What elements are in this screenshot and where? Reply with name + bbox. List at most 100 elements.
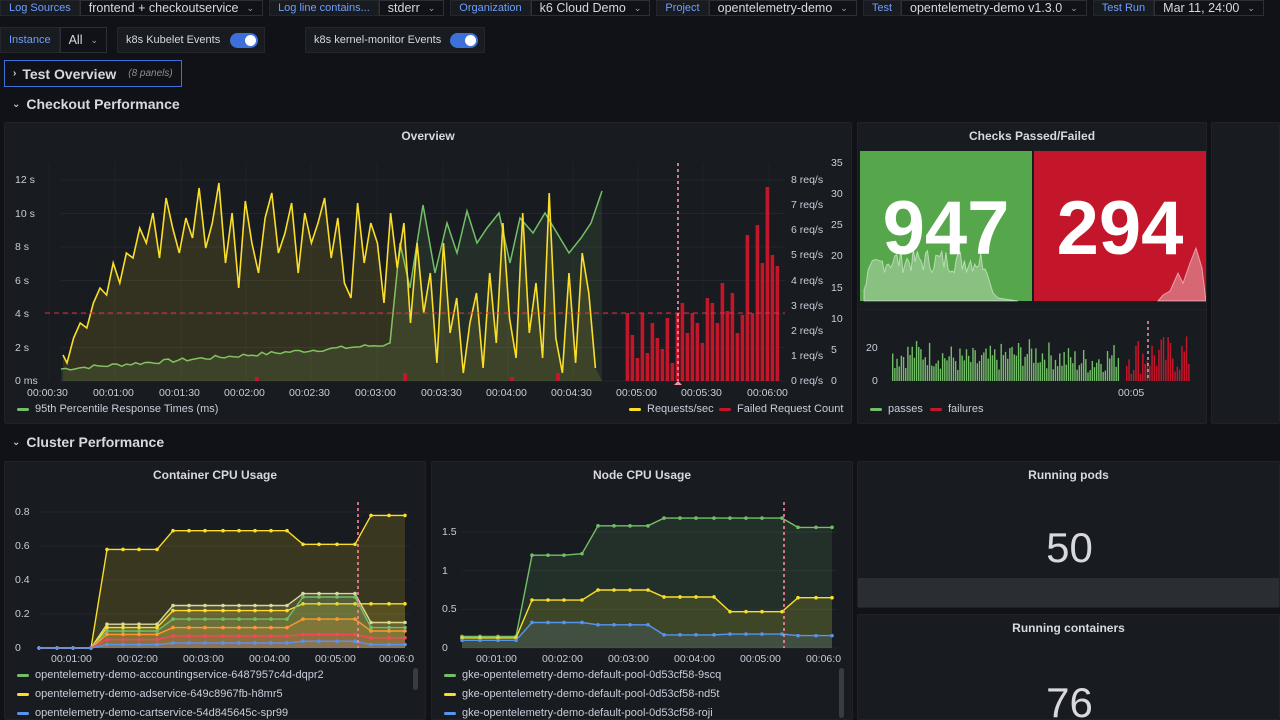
passes-bar: [967, 355, 970, 381]
series-area: [39, 597, 405, 648]
passes-bar: [985, 348, 987, 381]
overview-legend-response[interactable]: 95th Percentile Response Times (ms): [17, 403, 218, 415]
passes-bar: [1087, 372, 1089, 381]
failed-bar: [760, 263, 765, 381]
legend-item[interactable]: opentelemetry-demo-adservice-649c8967fb-…: [17, 688, 283, 700]
y-tick: 0.4: [15, 574, 30, 586]
row-checkout-performance[interactable]: ⌄ Checkout Performance: [12, 96, 180, 112]
passes-bar: [928, 342, 931, 381]
series-point: [335, 602, 339, 606]
series-point: [105, 632, 109, 637]
passes-bar: [1030, 348, 1033, 381]
x-tick: 00:03:00: [608, 653, 649, 665]
passes-bar: [1000, 343, 1002, 381]
y-tick-mid: 4 req/s: [791, 274, 824, 287]
passes-bar: [920, 349, 922, 381]
legend-swatch: [444, 711, 456, 715]
series-point: [353, 617, 357, 621]
legend-item[interactable]: gke-opentelemetry-demo-default-pool-0d53…: [444, 669, 721, 681]
passes-bar: [922, 359, 924, 381]
project-select[interactable]: opentelemetry-demo ⌄: [708, 0, 857, 16]
legend-item[interactable]: gke-opentelemetry-demo-default-pool-0d53…: [444, 688, 719, 700]
series-point: [387, 625, 391, 630]
series-point: [171, 641, 175, 645]
legend-item[interactable]: opentelemetry-demo-accountingservice-648…: [17, 669, 324, 681]
node-cpu-panel[interactable]: Node CPU Usage 1.5 1 0.5 0 00:01:00 00:02:00…: [431, 461, 853, 720]
series-point: [403, 602, 407, 606]
series-point: [221, 528, 225, 533]
passes-bar: [1078, 365, 1081, 381]
checks-legend-failures[interactable]: failures: [930, 403, 983, 415]
running-containers-panel[interactable]: Running containers 76: [857, 614, 1280, 720]
failed-bar: [510, 377, 514, 381]
passes-bar: [1046, 368, 1048, 381]
y-tick: 1: [442, 564, 448, 577]
series-point: [285, 603, 289, 608]
overview-legend-failed[interactable]: Failed Request Count: [719, 403, 843, 415]
series-point: [562, 553, 566, 557]
passes-bar: [937, 360, 939, 381]
passes-bar: [1106, 350, 1109, 381]
series-point: [301, 542, 305, 547]
series-point: [780, 609, 784, 614]
test-run-select[interactable]: Mar 11, 24:00 ⌄: [1154, 0, 1264, 16]
series-point: [760, 609, 764, 614]
passes-bar: [1076, 369, 1078, 381]
container-cpu-panel[interactable]: Container CPU Usage 0.8 0.6 0.4 0.2 0 00:01:…: [4, 461, 426, 720]
failed-bar: [730, 293, 735, 381]
legend-item[interactable]: gke-opentelemetry-demo-default-pool-0d53…: [444, 707, 713, 719]
failures-bar: [1137, 340, 1139, 381]
series-point: [662, 633, 666, 637]
overview-legend-requests[interactable]: Requests/sec: [629, 403, 714, 415]
row-cluster-performance[interactable]: ⌄ Cluster Performance: [12, 434, 164, 450]
legend-item[interactable]: opentelemetry-demo-cartservice-54d845645…: [17, 707, 288, 719]
log-sources-select[interactable]: frontend + checkoutservice ⌄: [79, 0, 264, 16]
overview-panel[interactable]: Overview 12 s 10 s 8 s 6 s 4 s 2 s 0 ms 8 req/…: [4, 122, 852, 424]
series-point: [387, 629, 391, 633]
series-point: [369, 625, 373, 630]
legend-scrollbar[interactable]: [413, 668, 418, 690]
x-tick: 00:01:00: [476, 653, 517, 665]
series-point: [285, 625, 289, 630]
series-point: [814, 525, 818, 530]
checks-legend-passes[interactable]: passes: [870, 403, 923, 415]
series-point: [694, 516, 698, 520]
kubelet-events-toggle[interactable]: [230, 32, 259, 48]
series-point: [237, 641, 241, 645]
passes-bar: [902, 357, 905, 381]
failures-bar: [1169, 342, 1172, 381]
series-point: [253, 617, 257, 621]
legend-failures-label: failures: [948, 403, 984, 415]
series-point: [317, 542, 321, 547]
legend-scrollbar[interactable]: [839, 668, 844, 718]
series-point: [171, 608, 175, 613]
passes-bar: [983, 352, 985, 381]
series-point: [387, 513, 391, 518]
chevron-down-icon: ⌄: [1070, 2, 1078, 13]
series-point: [187, 528, 191, 533]
organization-select[interactable]: k6 Cloud Demo ⌄: [530, 0, 651, 16]
row-test-overview[interactable]: › Test Overview (8 panels): [4, 60, 182, 87]
series-point: [203, 528, 207, 533]
log-line-select[interactable]: stderr ⌄: [378, 0, 445, 16]
series-point: [221, 603, 225, 608]
checks-panel[interactable]: Checks Passed/Failed 947 294 20 0 00:05 …: [857, 122, 1207, 424]
y-tick-left: 2 s: [15, 341, 30, 354]
x-tick: 00:06:0: [806, 653, 842, 665]
passes-bar: [1095, 362, 1098, 381]
series-point: [387, 642, 391, 647]
series-point: [796, 633, 800, 638]
instance-select[interactable]: All ⌄: [59, 27, 108, 53]
series-point: [89, 646, 93, 650]
series-point: [221, 641, 225, 645]
series-point: [187, 608, 191, 613]
test-run-value: Mar 11, 24:00: [1163, 1, 1240, 15]
series-point: [269, 528, 273, 533]
failed-bar: [755, 225, 760, 381]
series-point: [596, 588, 600, 592]
kernel-monitor-events-toggle[interactable]: [450, 32, 479, 48]
series-point: [187, 617, 191, 621]
running-pods-panel[interactable]: Running pods 50: [857, 461, 1280, 608]
test-select[interactable]: opentelemetry-demo v1.3.0 ⌄: [901, 0, 1087, 16]
passes-bar: [1037, 362, 1039, 381]
